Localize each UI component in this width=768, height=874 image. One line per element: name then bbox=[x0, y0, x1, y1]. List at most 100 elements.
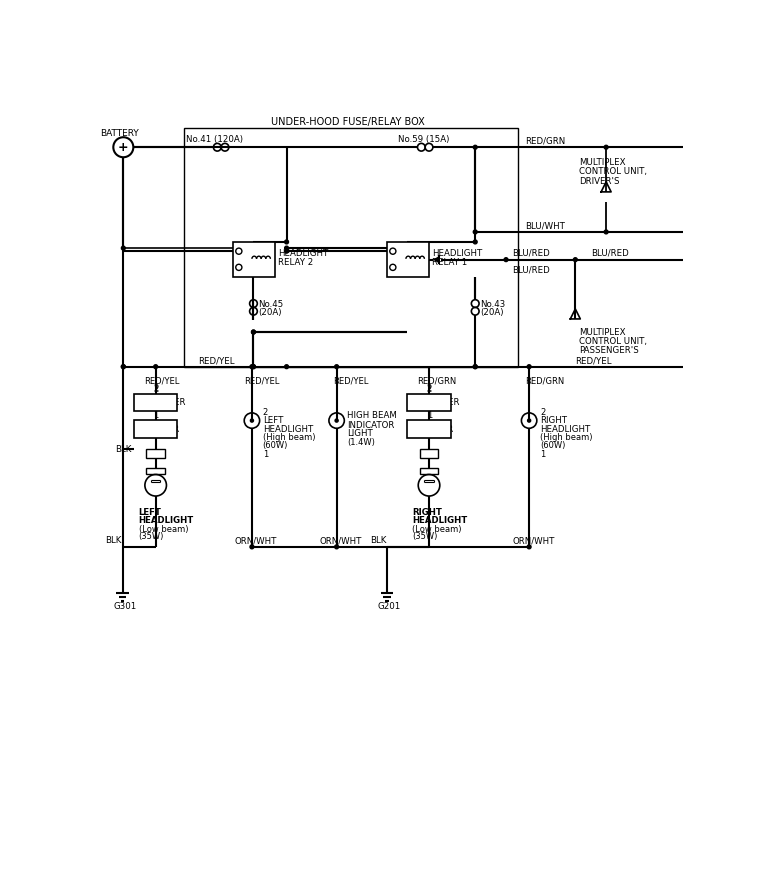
Text: INVERTER: INVERTER bbox=[144, 398, 186, 406]
Text: HEADLIGHT: HEADLIGHT bbox=[263, 425, 313, 434]
Text: LEFT: LEFT bbox=[263, 416, 283, 425]
Text: No.59 (15A): No.59 (15A) bbox=[399, 135, 449, 144]
Text: HEADLIGHT: HEADLIGHT bbox=[278, 249, 329, 258]
Bar bbox=[134, 393, 177, 411]
Text: No.43: No.43 bbox=[480, 300, 505, 309]
Text: 1: 1 bbox=[427, 411, 432, 420]
Bar bbox=[147, 468, 165, 474]
Circle shape bbox=[285, 364, 289, 369]
Text: BLK: BLK bbox=[369, 537, 386, 545]
Text: ORN/WHT: ORN/WHT bbox=[512, 537, 554, 545]
Text: No.45: No.45 bbox=[258, 300, 283, 309]
Text: 2: 2 bbox=[154, 385, 159, 394]
Bar bbox=[408, 393, 451, 411]
Text: G301: G301 bbox=[114, 602, 137, 612]
Text: CONTROL UNIT,: CONTROL UNIT, bbox=[579, 336, 647, 346]
Text: BLU/RED: BLU/RED bbox=[591, 249, 628, 258]
Text: 1: 1 bbox=[263, 450, 268, 459]
Text: (60W): (60W) bbox=[540, 441, 565, 450]
Text: MULTIPLEX: MULTIPLEX bbox=[579, 328, 626, 336]
Circle shape bbox=[604, 230, 608, 234]
Text: HEADLIGHT: HEADLIGHT bbox=[139, 517, 194, 525]
Text: IGNITOR: IGNITOR bbox=[417, 425, 453, 434]
Text: HEADLIGHT: HEADLIGHT bbox=[432, 249, 482, 258]
Text: (1.4W): (1.4W) bbox=[347, 438, 376, 447]
Text: BLU/WHT: BLU/WHT bbox=[525, 221, 565, 230]
Text: 1: 1 bbox=[154, 411, 159, 420]
Circle shape bbox=[121, 364, 125, 369]
Circle shape bbox=[473, 240, 477, 244]
Text: RED/GRN: RED/GRN bbox=[525, 136, 565, 146]
Circle shape bbox=[527, 364, 531, 369]
Text: HIGH BEAM: HIGH BEAM bbox=[347, 412, 397, 420]
Text: 2: 2 bbox=[263, 408, 268, 418]
Text: HEADLIGHT: HEADLIGHT bbox=[412, 517, 468, 525]
Text: LEFT: LEFT bbox=[139, 508, 161, 517]
Text: HEADLIGHT: HEADLIGHT bbox=[540, 425, 590, 434]
Circle shape bbox=[285, 249, 289, 253]
Text: RED/YEL: RED/YEL bbox=[244, 376, 280, 385]
Circle shape bbox=[252, 364, 256, 369]
Circle shape bbox=[335, 545, 339, 549]
Circle shape bbox=[473, 364, 477, 369]
Text: BATTERY: BATTERY bbox=[101, 128, 139, 138]
Circle shape bbox=[250, 364, 254, 369]
Text: RED/GRN: RED/GRN bbox=[525, 376, 564, 385]
Text: (High beam): (High beam) bbox=[263, 433, 315, 442]
Text: IGNITOR: IGNITOR bbox=[144, 425, 180, 434]
Text: CONTROL UNIT,: CONTROL UNIT, bbox=[579, 167, 647, 177]
Circle shape bbox=[528, 419, 531, 422]
Text: 2: 2 bbox=[427, 385, 432, 394]
Circle shape bbox=[527, 545, 531, 549]
Bar bbox=[408, 420, 451, 438]
Text: 1: 1 bbox=[540, 450, 545, 459]
Text: (Low beam): (Low beam) bbox=[139, 524, 188, 534]
Bar bbox=[420, 449, 439, 458]
Text: RELAY 1: RELAY 1 bbox=[432, 258, 468, 267]
Text: 2: 2 bbox=[427, 384, 432, 392]
Text: (35W): (35W) bbox=[139, 532, 164, 541]
Text: No.41 (120A): No.41 (120A) bbox=[187, 135, 243, 144]
Text: (35W): (35W) bbox=[412, 532, 438, 541]
Text: BLK: BLK bbox=[115, 445, 131, 454]
Bar bbox=[386, 242, 429, 276]
Text: INDICATOR: INDICATOR bbox=[347, 420, 395, 430]
Bar bbox=[420, 468, 439, 474]
Text: G201: G201 bbox=[377, 602, 401, 612]
Text: (20A): (20A) bbox=[480, 308, 503, 316]
Text: (High beam): (High beam) bbox=[540, 433, 592, 442]
Circle shape bbox=[250, 545, 254, 549]
Text: DRIVER'S: DRIVER'S bbox=[579, 177, 620, 185]
Polygon shape bbox=[433, 256, 439, 263]
Circle shape bbox=[504, 258, 508, 261]
Circle shape bbox=[473, 145, 477, 149]
Text: (Low beam): (Low beam) bbox=[412, 524, 462, 534]
Text: PASSENGER'S: PASSENGER'S bbox=[579, 346, 639, 355]
Bar bbox=[147, 449, 165, 458]
Circle shape bbox=[335, 419, 338, 422]
Text: RED/YEL: RED/YEL bbox=[198, 356, 234, 365]
Text: (20A): (20A) bbox=[258, 308, 282, 316]
Bar bbox=[184, 128, 518, 367]
Text: BLU/RED: BLU/RED bbox=[512, 249, 550, 258]
Text: RED/GRN: RED/GRN bbox=[418, 376, 457, 385]
Text: ORN/WHT: ORN/WHT bbox=[235, 537, 277, 545]
Circle shape bbox=[335, 364, 339, 369]
Text: RIGHT: RIGHT bbox=[412, 508, 442, 517]
Circle shape bbox=[252, 330, 256, 334]
Text: ORN/WHT: ORN/WHT bbox=[319, 537, 362, 545]
Bar bbox=[134, 420, 177, 438]
Text: 2: 2 bbox=[540, 408, 545, 418]
Circle shape bbox=[250, 419, 253, 422]
Text: (60W): (60W) bbox=[263, 441, 288, 450]
Text: BLK: BLK bbox=[106, 537, 122, 545]
Text: RIGHT: RIGHT bbox=[540, 416, 567, 425]
Circle shape bbox=[473, 364, 477, 369]
Circle shape bbox=[252, 330, 256, 334]
Text: UNDER-HOOD FUSE/RELAY BOX: UNDER-HOOD FUSE/RELAY BOX bbox=[271, 117, 425, 127]
Text: RED/YEL: RED/YEL bbox=[575, 356, 612, 365]
Circle shape bbox=[285, 246, 289, 250]
Circle shape bbox=[252, 364, 256, 369]
Circle shape bbox=[121, 364, 125, 369]
Text: +: + bbox=[118, 141, 129, 154]
